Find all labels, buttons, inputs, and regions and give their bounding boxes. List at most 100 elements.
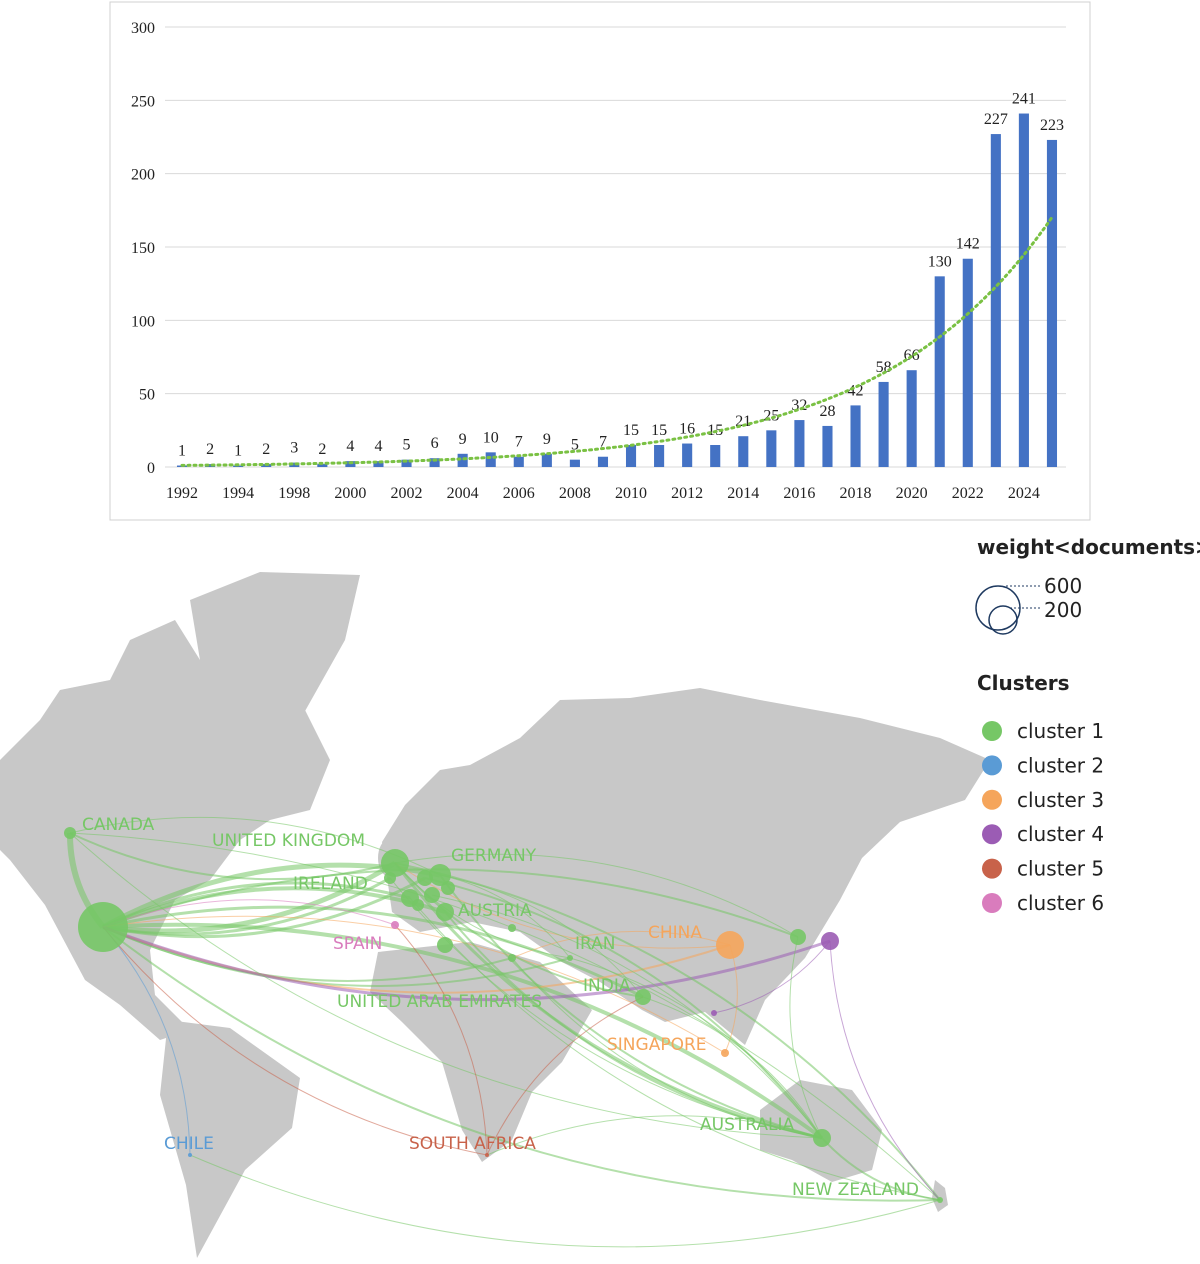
node	[508, 954, 516, 962]
data-label: 227	[984, 111, 1008, 128]
link	[102, 926, 191, 1156]
bar	[597, 456, 609, 467]
bar	[794, 420, 805, 467]
link	[424, 877, 823, 1139]
size-label: 200	[1044, 598, 1082, 622]
link	[102, 905, 644, 999]
x-tick-label: 1992	[166, 485, 198, 502]
bar	[990, 134, 1001, 468]
bar	[850, 405, 861, 467]
link	[102, 926, 513, 982]
link	[439, 874, 644, 998]
bar	[906, 370, 917, 467]
data-label: 142	[956, 236, 980, 253]
bar	[373, 461, 384, 467]
link	[102, 860, 397, 934]
link	[713, 940, 831, 1014]
data-label: 5	[571, 437, 579, 454]
bar	[766, 430, 777, 467]
data-label: 1	[178, 443, 186, 460]
node-label: UNITED KINGDOM	[212, 831, 365, 851]
chart-frame	[109, 1, 1091, 521]
node	[711, 1010, 717, 1016]
node	[412, 899, 424, 911]
node	[78, 902, 128, 952]
bar	[485, 452, 496, 467]
data-label: 10	[483, 429, 499, 446]
node	[381, 849, 409, 877]
link	[394, 924, 488, 1156]
node-label: UNITED ARAB EMIRATES	[337, 992, 542, 1012]
x-tick-label: 2020	[896, 485, 928, 502]
link	[102, 886, 446, 929]
size-circle	[988, 605, 1018, 635]
bar	[401, 459, 412, 467]
bar	[429, 458, 440, 467]
cluster-swatch	[982, 893, 1002, 913]
bar	[654, 445, 665, 467]
data-label: 2	[318, 441, 326, 458]
bar	[878, 381, 889, 467]
bar	[962, 258, 973, 467]
trendline	[180, 215, 1054, 467]
bar	[569, 459, 580, 467]
node-label: SINGAPORE	[607, 1035, 707, 1055]
link	[789, 936, 823, 1139]
x-tick-label: 1994	[222, 485, 254, 502]
link	[69, 832, 396, 881]
cluster-swatch	[982, 721, 1002, 741]
bar	[1018, 113, 1029, 468]
data-label: 2	[262, 441, 270, 458]
bar	[513, 456, 524, 467]
link	[394, 862, 731, 949]
bar	[457, 453, 468, 467]
y-tick-label: 200	[131, 167, 155, 184]
node-label: SOUTH AFRICA	[409, 1134, 536, 1154]
bar	[1046, 139, 1058, 467]
node-label: IRELAND	[293, 874, 368, 894]
x-tick-label: 1998	[278, 485, 310, 502]
greenland	[190, 572, 360, 815]
node	[813, 1129, 831, 1147]
data-label: 7	[515, 434, 523, 451]
size-legend-title: weight<documents>	[977, 535, 1200, 559]
link	[486, 1115, 823, 1156]
size-circle	[975, 585, 1021, 631]
cluster-swatch	[982, 824, 1002, 845]
bar	[934, 276, 945, 467]
node-label: CANADA	[82, 815, 155, 835]
y-tick-label: 250	[131, 93, 155, 110]
x-tick-label: 2008	[559, 485, 591, 502]
node-label: NEW ZEALAND	[792, 1180, 919, 1200]
link	[829, 940, 941, 1201]
x-tick-label: 2000	[334, 485, 366, 502]
y-tick-label: 100	[131, 313, 155, 330]
new-zealand	[932, 1180, 948, 1212]
data-label: 42	[848, 382, 864, 399]
data-label: 7	[599, 434, 607, 451]
node-label: AUSTRALIA	[700, 1115, 794, 1135]
cluster-swatch	[982, 858, 1002, 879]
cluster-label: cluster 2	[1017, 753, 1104, 777]
data-label: 15	[651, 422, 667, 439]
link	[439, 874, 823, 1139]
node	[790, 929, 806, 945]
link	[394, 853, 799, 938]
data-label: 223	[1040, 117, 1064, 134]
cluster-label: cluster 5	[1017, 857, 1104, 881]
x-tick-label: 2018	[840, 485, 872, 502]
bar	[289, 462, 300, 467]
node-label: AUSTRIA	[458, 901, 532, 921]
node	[508, 924, 516, 932]
link	[394, 862, 644, 998]
bar	[822, 425, 833, 467]
node	[417, 870, 433, 886]
eurasia	[382, 688, 990, 1045]
link	[102, 881, 411, 929]
link	[511, 930, 731, 959]
cluster-swatch	[982, 789, 1002, 810]
node	[384, 872, 396, 884]
link	[431, 894, 823, 1139]
node-label: INDIA	[583, 976, 631, 996]
link	[102, 926, 941, 1202]
